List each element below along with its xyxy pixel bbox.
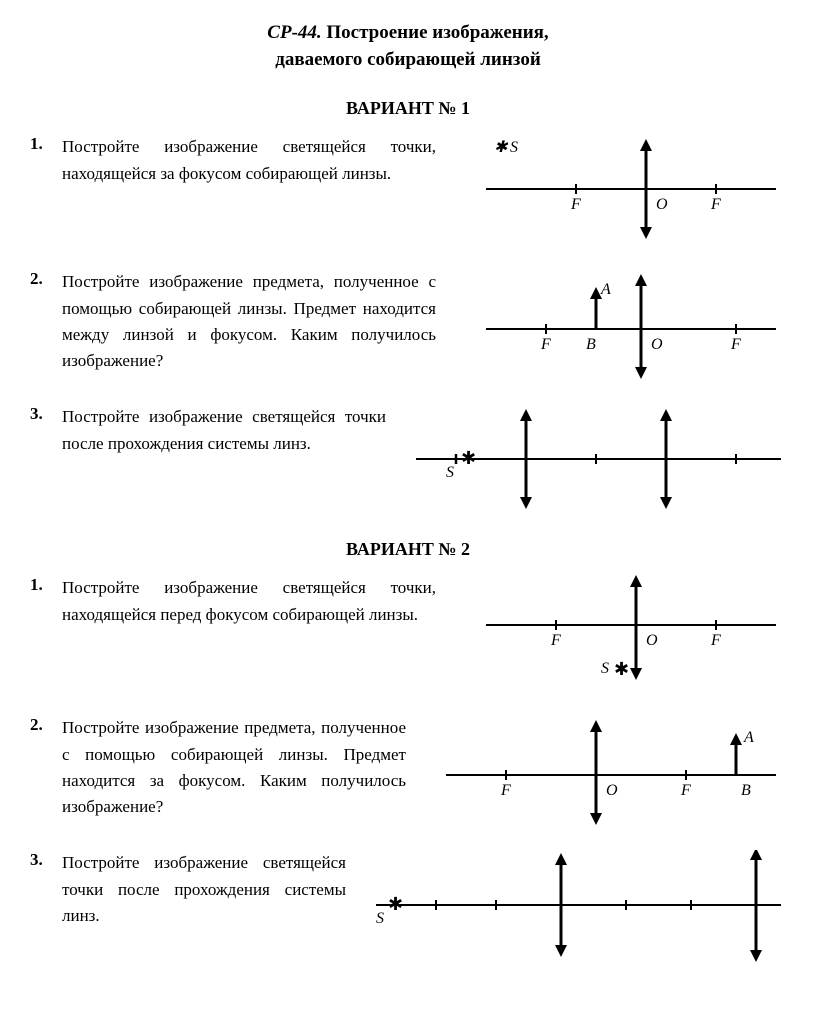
title-line2: даваемого собирающей линзой [275, 49, 541, 70]
svg-text:O: O [656, 196, 668, 213]
svg-text:S: S [510, 139, 518, 156]
title-prefix: СР-44. [267, 22, 321, 43]
v1-diagram3: ✱ S [406, 404, 786, 514]
task-num: 1. [30, 134, 52, 154]
v2-diagram2: A B F O F [426, 715, 786, 825]
task-text: Постройте изображение светящейся точки, … [62, 134, 446, 187]
svg-text:F: F [730, 336, 741, 353]
task-text: Постройте изображение светящейся точки, … [62, 575, 446, 628]
svg-text:F: F [710, 196, 721, 213]
variant2-title: ВАРИАНТ № 2 [30, 539, 786, 560]
svg-text:✱: ✱ [388, 894, 403, 914]
svg-text:✱: ✱ [494, 139, 509, 156]
svg-text:S: S [601, 660, 609, 677]
task-num: 3. [30, 850, 52, 870]
svg-text:F: F [550, 632, 561, 649]
task-num: 3. [30, 404, 52, 424]
task-text: Постройте изображение предмета, полученн… [62, 269, 446, 374]
task-text: Постройте изображение светящейся точки п… [62, 404, 396, 457]
v2-task1: 1. Постройте изображение светящейся точк… [30, 575, 786, 690]
svg-text:F: F [500, 782, 511, 799]
v1-diagram1: ✱ S F O F [456, 134, 786, 244]
svg-text:✱: ✱ [614, 659, 629, 679]
svg-text:B: B [741, 782, 751, 799]
svg-text:O: O [651, 336, 663, 353]
svg-text:F: F [710, 632, 721, 649]
v2-diagram3: ✱ S [366, 850, 786, 965]
svg-text:O: O [606, 782, 618, 799]
svg-text:A: A [743, 729, 754, 746]
svg-text:F: F [570, 196, 581, 213]
svg-text:S: S [446, 464, 454, 481]
svg-text:O: O [646, 632, 658, 649]
v2-task3: 3. Постройте изображение светящейся точк… [30, 850, 786, 965]
v2-diagram1: S ✱ F O F [456, 575, 786, 690]
title-line1: Построение изображения, [326, 22, 548, 43]
v1-diagram2: A F B O F [456, 269, 786, 379]
task-num: 1. [30, 575, 52, 595]
task-num: 2. [30, 269, 52, 289]
svg-text:F: F [680, 782, 691, 799]
task-text: Постройте изображение светящейся точки п… [62, 850, 356, 929]
svg-text:S: S [376, 910, 384, 927]
svg-text:✱: ✱ [461, 448, 476, 468]
page-title: СР-44. Построение изображения, даваемого… [30, 20, 786, 73]
v2-task2: 2. Постройте изображение предмета, получ… [30, 715, 786, 825]
svg-text:F: F [540, 336, 551, 353]
svg-text:A: A [600, 281, 611, 298]
v1-task1: 1. Постройте изображение светящейся точк… [30, 134, 786, 244]
v1-task3: 3. Постройте изображение светящейся точк… [30, 404, 786, 514]
variant1-title: ВАРИАНТ № 1 [30, 98, 786, 119]
svg-text:B: B [586, 336, 596, 353]
task-text: Постройте изображение предмета, полученн… [62, 715, 416, 820]
v1-task2: 2. Постройте изображение предмета, получ… [30, 269, 786, 379]
task-num: 2. [30, 715, 52, 735]
